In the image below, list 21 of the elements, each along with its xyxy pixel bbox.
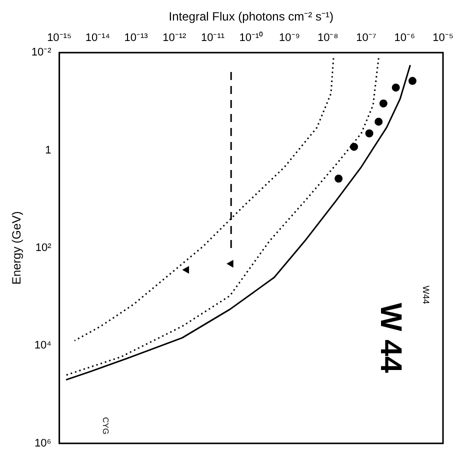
y-tick-label: 10² xyxy=(35,242,52,254)
x-tick-label: 10⁻⁸ xyxy=(317,32,338,44)
x-tick-label: 10⁻⁷ xyxy=(356,32,376,44)
y-axis-title: Energy (GeV) xyxy=(10,211,24,285)
x-tick-label: 10⁻¹⁰ xyxy=(239,31,264,44)
annotation: W44 xyxy=(421,286,432,304)
y-tick-label: 10⁻² xyxy=(31,46,52,59)
x-axis-title: Integral Flux (photons cm⁻² s⁻¹) xyxy=(168,10,334,24)
x-tick-label: 10⁻¹⁵ xyxy=(47,32,72,44)
y-tick-label: 10⁶ xyxy=(34,437,52,450)
annotation: W 44 xyxy=(374,302,408,374)
x-tick-label: 10⁻¹¹ xyxy=(201,32,225,44)
y-tick-label: 10⁴ xyxy=(34,340,52,352)
x-tick-label: 10⁻⁹ xyxy=(279,32,300,44)
x-tick-label: 10⁻¹³ xyxy=(124,32,148,44)
annotation: CYG xyxy=(101,417,110,434)
x-tick-label: 10⁻¹² xyxy=(162,32,187,44)
x-tick-label: 10⁻⁵ xyxy=(432,32,454,44)
y-tick-label: 1 xyxy=(45,144,52,156)
x-tick-label: 10⁻¹⁴ xyxy=(85,32,110,44)
x-tick-label: 10⁻⁶ xyxy=(394,32,416,44)
